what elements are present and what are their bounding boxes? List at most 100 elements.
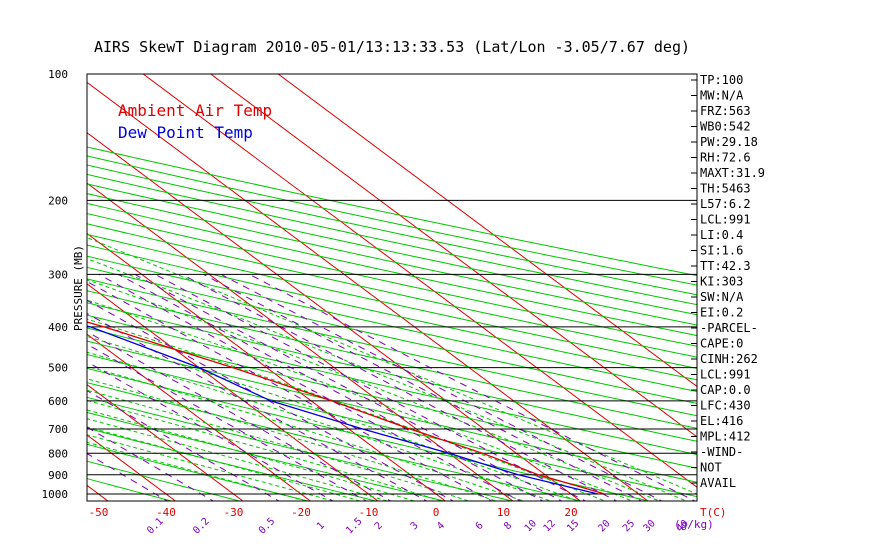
pressure-tick-label: 300 xyxy=(48,268,68,281)
mixing-ratio-line xyxy=(87,390,280,501)
isotherm-line xyxy=(87,132,582,501)
bottom-temp-tick-label: 10 xyxy=(497,506,510,519)
mixing-ratio-line xyxy=(249,273,697,501)
sounding-series xyxy=(87,321,605,495)
mixing-ratio-tick-label: 0.5 xyxy=(257,516,278,537)
bottom-temp-tick-label: -40 xyxy=(156,506,176,519)
isotherm-line xyxy=(87,232,447,501)
mixing-ratio-tick-label: 10 xyxy=(523,518,539,534)
stability-index-label: WB0:542 xyxy=(700,120,751,134)
moist-adiabat-line xyxy=(87,426,362,501)
isotherm-line xyxy=(142,74,697,488)
mixing-ratio-line xyxy=(87,280,493,501)
mixing-ratio-tick-label: 15 xyxy=(565,518,581,534)
dry-adiabat-line xyxy=(87,155,697,286)
isotherm-line xyxy=(87,81,649,501)
isotherm-line xyxy=(87,182,514,501)
bottom-temp-tick-labels: -50 -40 -30 -20 -10 0 10 20 xyxy=(89,506,578,519)
mixing-ratio-labels: 0.1 0.2 0.5 1 1.5 2 3 4 6 8 10 12 15 20 25 30 40 xyxy=(145,516,691,537)
x-unit-label: T(C) xyxy=(700,506,727,519)
stability-index-label: KI:303 xyxy=(700,275,743,289)
moist-adiabat-line xyxy=(87,399,444,501)
dry-adiabat-line xyxy=(87,396,515,501)
mixing-ratio-line xyxy=(118,273,544,501)
pressure-tick-label: 600 xyxy=(48,395,68,408)
bottom-temp-tick-label: -50 xyxy=(89,506,109,519)
dry-adiabat-line xyxy=(87,353,697,498)
mixing-ratio-line xyxy=(87,299,455,501)
pressure-tick-label: 200 xyxy=(48,194,68,207)
stability-index-label: PW:29.18 xyxy=(700,135,758,149)
stability-index-label: EI:0.2 xyxy=(700,306,743,320)
mixing-ratio-line xyxy=(155,273,587,501)
mixing-ratio-line xyxy=(87,452,169,501)
mixing-ratio-line xyxy=(220,273,663,501)
stability-index-label: FRZ:563 xyxy=(700,104,751,118)
chart-title: AIRS SkewT Diagram 2010-05-01/13:13:33.5… xyxy=(94,38,690,56)
mixing-ratio-tick-label: 4 xyxy=(435,520,447,532)
moist-adiabat-line xyxy=(87,258,688,501)
stability-index-label: SW:N/A xyxy=(700,290,744,304)
bottom-temp-tick-label: 0 xyxy=(433,506,440,519)
stability-index-label: TP:100 xyxy=(700,73,743,87)
dry-adiabat-line xyxy=(87,460,242,501)
legend-dew-point-temp: Dew Point Temp xyxy=(118,123,253,142)
dry-adiabat-line xyxy=(87,340,697,483)
dry-adiabat-line xyxy=(87,443,310,501)
dry-adiabat-line xyxy=(87,193,697,326)
stability-index-label: CAP:0.0 xyxy=(700,383,751,397)
moist-adiabat-line xyxy=(87,434,335,501)
stability-index-label: LFC:430 xyxy=(700,399,751,413)
isotherm-line xyxy=(87,333,312,501)
isotherm-line xyxy=(209,74,697,438)
moist-adiabat-line xyxy=(87,335,580,501)
dry-adiabat-line xyxy=(87,173,697,306)
bottom-temp-tick-label: -10 xyxy=(359,506,379,519)
isotherm-line xyxy=(0,55,43,503)
dew-point-temp-line xyxy=(87,325,599,495)
stability-index-label: RH:72.6 xyxy=(700,151,751,165)
moist-adiabat-line xyxy=(87,237,697,495)
moist-adiabat-line xyxy=(87,351,553,501)
stability-index-label: AVAIL xyxy=(700,476,736,490)
stability-index-label: MW:N/A xyxy=(700,89,744,103)
plot-frame xyxy=(86,73,698,502)
dry-adiabat-line xyxy=(87,302,697,442)
dry-adiabat-line xyxy=(87,327,697,469)
moist-adiabat-line xyxy=(87,378,498,501)
moist-adiabat-line xyxy=(87,299,634,501)
stability-index-label: LCL:991 xyxy=(700,213,751,227)
pressure-tick-label: 400 xyxy=(48,321,68,334)
mixing-ratio-tick-label: 0.1 xyxy=(145,516,166,537)
pressure-tick-label: 900 xyxy=(48,469,68,482)
isotherm-line xyxy=(277,74,697,388)
pressure-tick-label: 100 xyxy=(48,68,68,81)
pressure-tick-label: 500 xyxy=(48,362,68,375)
pressure-tick-label: 700 xyxy=(48,423,68,436)
dry-adiabat-line xyxy=(87,427,378,501)
dry-adiabat-line xyxy=(87,202,697,337)
isobars xyxy=(87,73,697,495)
mixing-ratio-line xyxy=(87,312,428,501)
mixing-ratio-tick-label: 6 xyxy=(474,520,486,532)
stability-index-label: LCL:991 xyxy=(700,368,751,382)
dry-adiabat-line xyxy=(87,290,697,429)
stability-index-label: -WIND- xyxy=(700,445,743,459)
stability-index-label: LI:0.4 xyxy=(700,228,743,242)
bottom-temp-tick-label: 20 xyxy=(564,506,577,519)
dry-adiabat-line xyxy=(87,233,697,369)
dry-adiabat-line xyxy=(87,146,697,277)
bottom-temp-tick-label: -30 xyxy=(224,506,244,519)
grid-group xyxy=(0,55,697,503)
legend-ambient-air-temp: Ambient Air Temp xyxy=(118,101,272,120)
stability-index-label: NOT xyxy=(700,461,722,475)
dry-adiabat-line xyxy=(87,411,447,501)
dry-adiabat-line xyxy=(87,223,697,358)
dry-adiabat-line xyxy=(87,164,697,296)
y-axis-label: PRESSURE (MB) xyxy=(72,245,85,331)
stability-index-label: TT:42.3 xyxy=(700,259,751,273)
mixing-ratio-tick-label: 2 xyxy=(373,520,385,532)
dry-adiabat-line xyxy=(87,278,697,417)
dry-adiabat-line xyxy=(87,212,697,347)
